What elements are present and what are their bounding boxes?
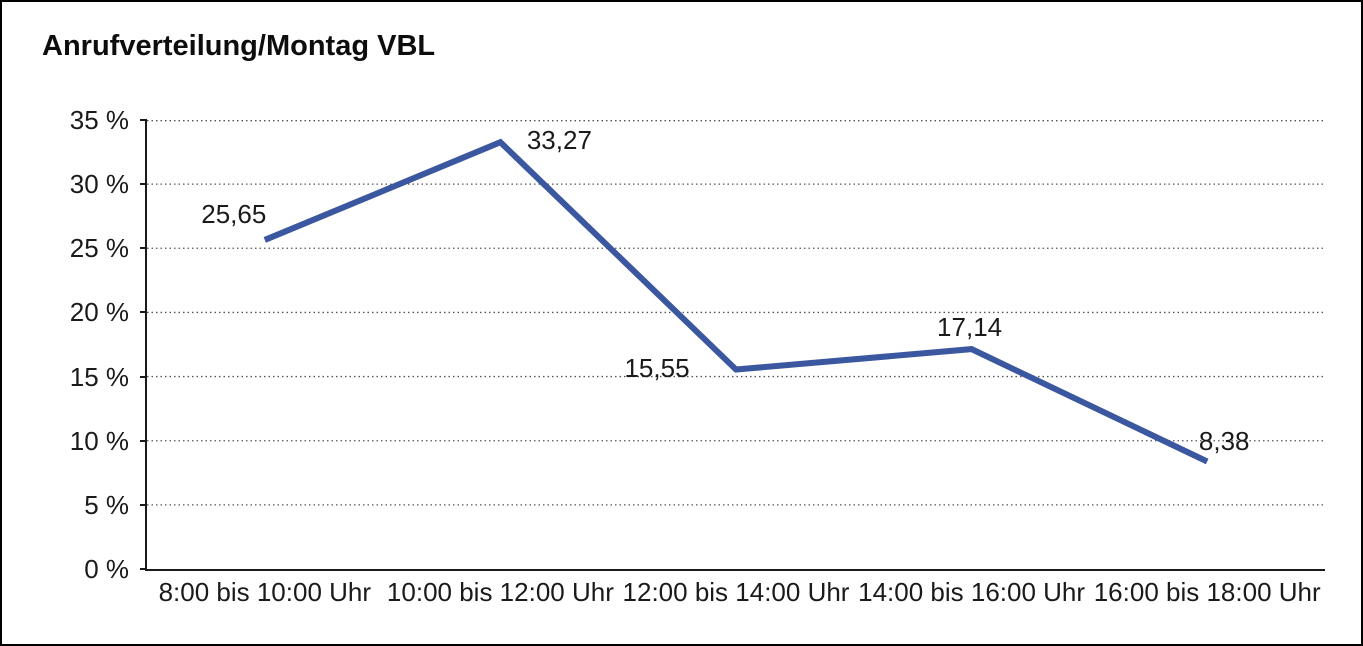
data-point-label: 25,65 (201, 198, 267, 229)
y-axis-tick-label: 10 % (69, 425, 129, 456)
y-axis-tick-label: 15 % (69, 361, 129, 392)
y-axis-tick (140, 119, 147, 121)
x-axis-category-label: 16:00 bis 18:00 Uhr (1093, 577, 1321, 607)
y-axis-tick-label: 20 % (69, 297, 129, 328)
y-axis-tick-label: 5 % (84, 489, 129, 520)
y-axis-tick-label: 25 % (69, 233, 129, 264)
y-axis-tick (140, 183, 147, 186)
data-point-label: 17,14 (937, 312, 1003, 343)
plot-area (145, 120, 1325, 571)
data-point-label: 15,55 (624, 352, 690, 383)
y-axis-tick (140, 375, 147, 378)
x-axis-category-label: 10:00 bis 12:00 Uhr (386, 577, 614, 607)
x-axis-category-label: 8:00 bis 10:00 Uhr (158, 577, 372, 607)
y-axis-tick (140, 568, 147, 570)
y-axis-tick (140, 311, 147, 314)
y-axis-tick-label: 30 % (69, 169, 129, 200)
series-line (263, 138, 1209, 465)
y-axis-tick-label: 35 % (69, 105, 129, 135)
data-point-label: 8,38 (1198, 426, 1250, 457)
y-axis-tick (140, 439, 147, 442)
y-axis-tick (140, 247, 147, 250)
x-axis-category-label: 14:00 bis 16:00 Uhr (858, 577, 1086, 607)
x-axis-category-label: 12:00 bis 14:00 Uhr (622, 577, 850, 607)
y-axis-tick (140, 503, 147, 506)
data-point-label: 33,27 (526, 125, 592, 156)
plot-svg (147, 120, 1325, 506)
chart-title: Anrufverteilung/Montag VBL (42, 30, 436, 62)
y-axis-tick-label: 0 % (84, 554, 129, 584)
